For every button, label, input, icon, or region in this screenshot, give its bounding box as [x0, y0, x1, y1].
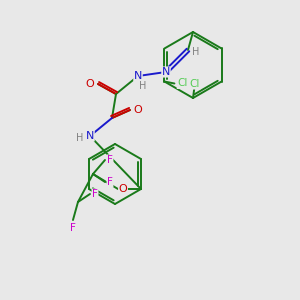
Text: F: F — [70, 223, 76, 233]
Text: O: O — [134, 105, 142, 115]
Text: N: N — [86, 131, 94, 141]
Text: F: F — [107, 155, 113, 165]
Text: F: F — [92, 189, 98, 199]
Text: H: H — [139, 81, 147, 91]
Text: H: H — [192, 47, 200, 57]
Text: H: H — [76, 133, 84, 143]
Text: Cl: Cl — [190, 79, 200, 89]
Text: Cl: Cl — [177, 79, 188, 88]
Text: N: N — [162, 67, 170, 77]
Text: N: N — [134, 71, 142, 81]
Text: F: F — [107, 177, 113, 187]
Text: O: O — [85, 79, 94, 89]
Text: O: O — [118, 184, 127, 194]
